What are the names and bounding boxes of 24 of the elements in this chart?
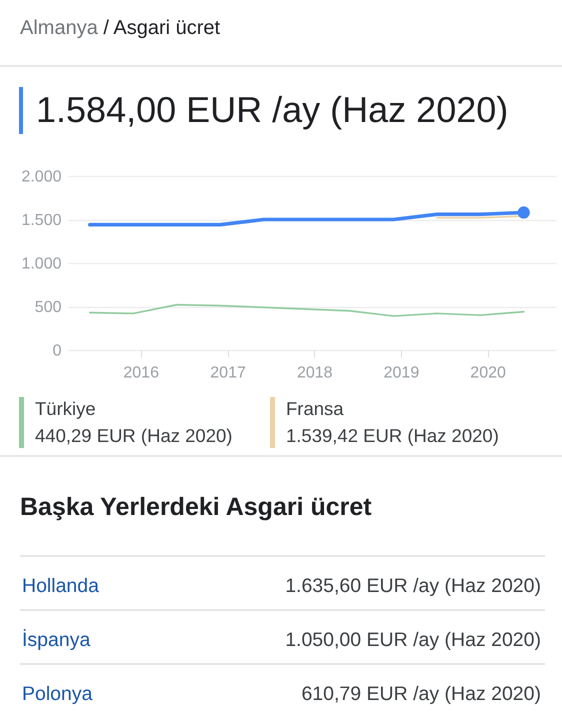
text: 1.635,60 EUR /ay (Haz 2020) <box>285 574 541 599</box>
chart-title: 1.584,00 EUR /ay (Haz 2020) <box>36 88 508 132</box>
x-tick-label: 2016 <box>123 364 160 382</box>
text: Polonya <box>22 682 92 707</box>
x-tick-label: 2020 <box>470 364 506 382</box>
legend-label: Türkiye <box>35 397 96 421</box>
y-tick-label: 2.000 <box>21 168 62 186</box>
text: 1.539,42 EUR (Haz 2020) <box>286 424 499 448</box>
text: Hollanda <box>22 574 99 599</box>
y-tick-label: 1.500 <box>21 212 62 229</box>
x-tick-label: 2018 <box>296 364 333 382</box>
text: Başka Yerlerdeki Asgari ücret <box>20 492 372 523</box>
text: İspanya <box>22 628 90 653</box>
chart-subtitle: Almanya / Asgari ücret <box>20 17 220 39</box>
legend-label: Fransa <box>286 397 344 421</box>
y-tick-label: 1.000 <box>21 256 62 272</box>
text: 1.050,00 EUR /ay (Haz 2020) <box>285 628 541 653</box>
x-tick-label: 2019 <box>384 364 420 382</box>
line-series <box>88 304 525 317</box>
x-tick-label: 2017 <box>210 364 246 382</box>
y-tick-label: 500 <box>34 299 62 316</box>
y-tick-label: 0 <box>52 342 62 360</box>
text: 440,29 EUR (Haz 2020) <box>35 424 232 448</box>
text: 610,79 EUR /ay (Haz 2020) <box>301 682 541 707</box>
